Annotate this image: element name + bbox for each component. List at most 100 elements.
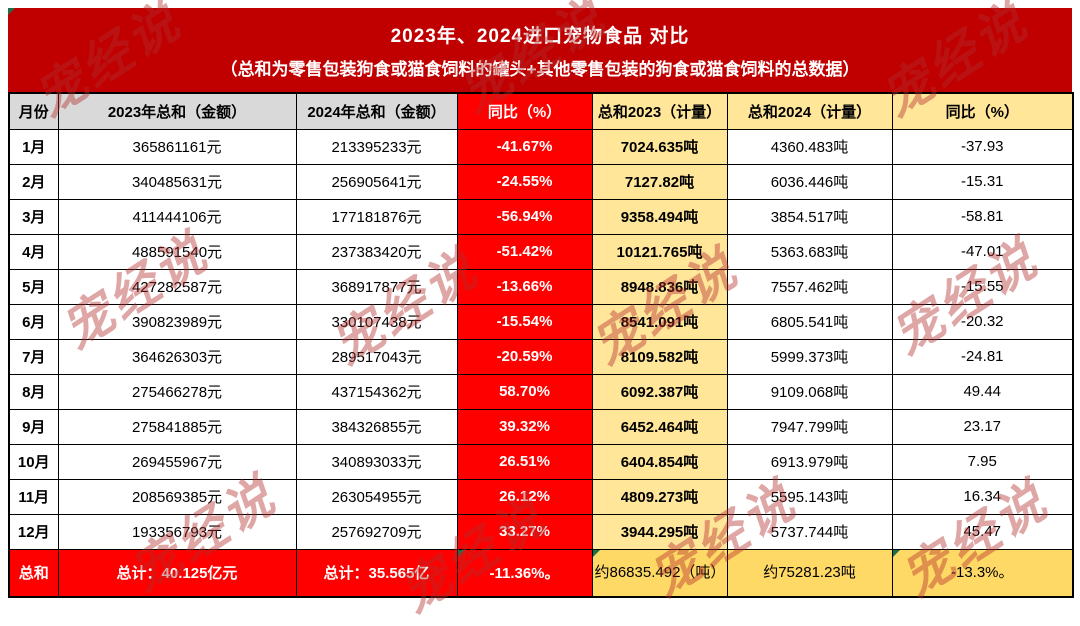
qty-2024-cell: 3854.517吨 [726, 198, 893, 235]
amount-2024-cell: 340893033元 [295, 443, 458, 480]
green-corner-marker-icon [593, 550, 600, 557]
qty-2024-cell: 6036.446吨 [726, 163, 893, 200]
qty-2023-cell: 6092.387吨 [591, 373, 728, 410]
yoy-amount-cell: 26.51% [456, 443, 593, 480]
col-header-month: 月份 [8, 92, 59, 130]
yoy-qty-cell: 23.17 [891, 408, 1074, 445]
col-header-yoy-amount: 同比（%） [456, 92, 593, 130]
qty-2023-cell: 4809.273吨 [591, 478, 728, 515]
green-corner-marker-icon [458, 550, 465, 557]
table-row: 6月 390823989元 330107438元 -15.54% 8541.091吨 68… [8, 303, 1074, 340]
yoy-qty-cell: -24.81 [891, 338, 1074, 375]
totals-qty-2024: 约75281.23吨 [726, 548, 893, 598]
month-cell: 10月 [8, 443, 59, 480]
totals-row: 总和 总计：40.125亿元 总计：35.565亿 -11.36%。 约8683… [8, 548, 1074, 598]
table-row: 5月 427282587元 368917877元 -13.66% 8948.836吨 75… [8, 268, 1074, 305]
amount-2023-cell: 390823989元 [57, 303, 297, 340]
amount-2024-cell: 368917877元 [295, 268, 458, 305]
amount-2024-cell: 237383420元 [295, 233, 458, 270]
yoy-amount-cell: -56.94% [456, 198, 593, 235]
totals-yoy-amount: -11.36%。 [456, 548, 593, 598]
month-cell: 7月 [8, 338, 59, 375]
amount-2023-cell: 275841885元 [57, 408, 297, 445]
month-cell: 3月 [8, 198, 59, 235]
month-cell: 6月 [8, 303, 59, 340]
table-row: 2月 340485631元 256905641元 -24.55% 7127.82吨 603… [8, 163, 1074, 200]
yoy-amount-cell: -24.55% [456, 163, 593, 200]
table-row: 4月 488591540元 237383420元 -51.42% 10121.765吨 5… [8, 233, 1074, 270]
amount-2024-cell: 257692709元 [295, 513, 458, 550]
month-cell: 8月 [8, 373, 59, 410]
amount-2024-cell: 256905641元 [295, 163, 458, 200]
amount-2023-cell: 269455967元 [57, 443, 297, 480]
totals-amount-2023: 总计：40.125亿元 [57, 548, 297, 598]
figure-title: 2023年、2024进口宠物食品 对比 [390, 25, 690, 47]
qty-2024-cell: 5999.373吨 [726, 338, 893, 375]
qty-2024-cell: 6805.541吨 [726, 303, 893, 340]
qty-2023-cell: 6404.854吨 [591, 443, 728, 480]
qty-2024-cell: 7947.799吨 [726, 408, 893, 445]
yoy-qty-cell: 49.44 [891, 373, 1074, 410]
yoy-qty-cell: -47.01 [891, 233, 1074, 270]
month-cell: 4月 [8, 233, 59, 270]
amount-2024-cell: 437154362元 [295, 373, 458, 410]
qty-2024-cell: 7557.462吨 [726, 268, 893, 305]
amount-2023-cell: 364626303元 [57, 338, 297, 375]
month-cell: 1月 [8, 128, 59, 165]
totals-yoy-amount-value: -11.36%。 [489, 565, 560, 583]
amount-2023-cell: 193356793元 [57, 513, 297, 550]
col-header-amount-2023: 2023年总和（金额） [57, 92, 297, 130]
yoy-qty-cell: 45.47 [891, 513, 1074, 550]
amount-2023-cell: 208569385元 [57, 478, 297, 515]
yoy-qty-cell: -15.55 [891, 268, 1074, 305]
yoy-amount-cell: -15.54% [456, 303, 593, 340]
col-header-qty-2024: 总和2024（计量） [726, 92, 893, 130]
table-row: 8月 275466278元 437154362元 58.70% 6092.387吨 910… [8, 373, 1074, 410]
qty-2024-cell: 5737.744吨 [726, 513, 893, 550]
figure-subtitle: （总和为零售包装狗食或猫食饲料的罐头+其他零售包装的狗食或猫食饲料的总数据） [220, 59, 860, 79]
yoy-qty-cell: -15.31 [891, 163, 1074, 200]
totals-amount-2024: 总计：35.565亿 [295, 548, 458, 598]
col-header-yoy-qty: 同比（%） [891, 92, 1074, 130]
qty-2024-cell: 5363.683吨 [726, 233, 893, 270]
totals-yoy-qty: -13.3%。 [891, 548, 1074, 598]
amount-2024-cell: 177181876元 [295, 198, 458, 235]
yoy-amount-cell: -13.66% [456, 268, 593, 305]
qty-2023-cell: 3944.295吨 [591, 513, 728, 550]
qty-2023-cell: 6452.464吨 [591, 408, 728, 445]
yoy-qty-cell: -37.93 [891, 128, 1074, 165]
amount-2023-cell: 365861161元 [57, 128, 297, 165]
table-row: 11月 208569385元 263054955元 26.12% 4809.273吨 55… [8, 478, 1074, 515]
qty-2023-cell: 8109.582吨 [591, 338, 728, 375]
pet-food-comparison-figure: 2023年、2024进口宠物食品 对比 （总和为零售包装狗食或猫食饲料的罐头+其… [8, 0, 1074, 623]
yoy-qty-cell: 7.95 [891, 443, 1074, 480]
qty-2024-cell: 5595.143吨 [726, 478, 893, 515]
qty-2023-cell: 9358.494吨 [591, 198, 728, 235]
table-row: 12月 193356793元 257692709元 33.27% 3944.295吨 57… [8, 513, 1074, 550]
amount-2024-cell: 289517043元 [295, 338, 458, 375]
green-corner-marker-icon [893, 550, 900, 557]
amount-2024-cell: 263054955元 [295, 478, 458, 515]
totals-qty-2023-value: 约86835.492（吨） [594, 563, 726, 581]
yoy-amount-cell: 26.12% [456, 478, 593, 515]
totals-qty-2023: 约86835.492（吨） [591, 548, 728, 598]
totals-yoy-qty-value: -13.3%。 [950, 563, 1014, 581]
amount-2023-cell: 275466278元 [57, 373, 297, 410]
table-row: 10月 269455967元 340893033元 26.51% 6404.854吨 69… [8, 443, 1074, 480]
col-header-amount-2024: 2024年总和（金额） [295, 92, 458, 130]
month-cell: 12月 [8, 513, 59, 550]
qty-2023-cell: 8541.091吨 [591, 303, 728, 340]
col-header-qty-2023: 总和2023（计量） [591, 92, 728, 130]
yoy-amount-cell: -20.59% [456, 338, 593, 375]
title-band: 2023年、2024进口宠物食品 对比 （总和为零售包装狗食或猫食饲料的罐头+其… [8, 8, 1072, 92]
header-row: 月份 2023年总和（金额） 2024年总和（金额） 同比（%） 总和2023（… [8, 92, 1074, 130]
qty-2024-cell: 6913.979吨 [726, 443, 893, 480]
totals-label: 总和 [8, 548, 59, 598]
green-corner-marker-icon [8, 8, 15, 15]
yoy-qty-cell: -20.32 [891, 303, 1074, 340]
qty-2023-cell: 10121.765吨 [591, 233, 728, 270]
amount-2024-cell: 384326855元 [295, 408, 458, 445]
table-row: 7月 364626303元 289517043元 -20.59% 8109.582吨 59… [8, 338, 1074, 375]
qty-2024-cell: 4360.483吨 [726, 128, 893, 165]
yoy-qty-cell: 16.34 [891, 478, 1074, 515]
